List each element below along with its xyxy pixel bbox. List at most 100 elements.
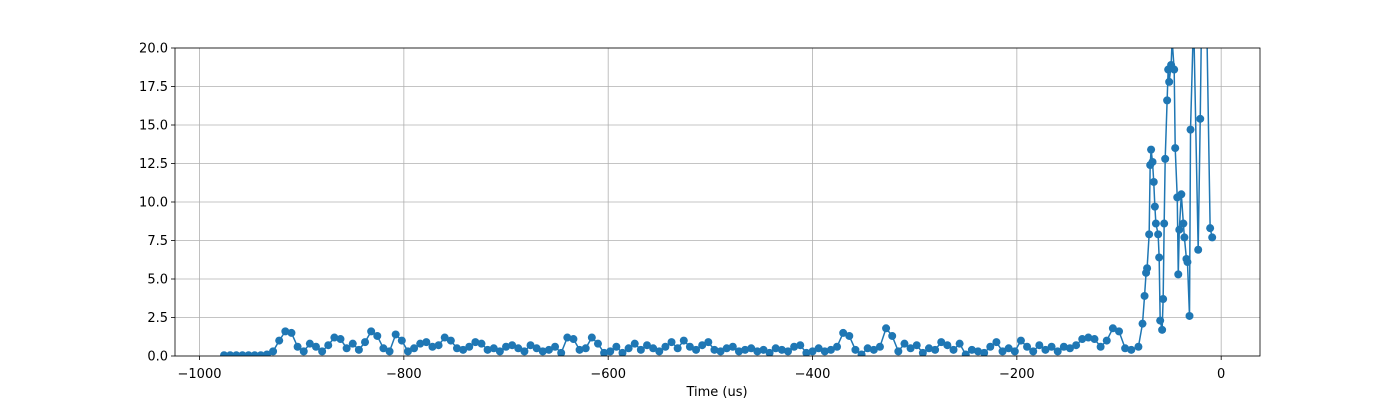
- data-point: [1183, 258, 1192, 267]
- data-point: [765, 348, 774, 356]
- data-point: [1029, 347, 1038, 356]
- data-point: [1115, 327, 1124, 336]
- data-point: [826, 345, 835, 354]
- y-tick-label: 2.5: [147, 311, 168, 326]
- data-point: [1108, 324, 1117, 333]
- data-point: [581, 344, 590, 353]
- data-point: [1004, 344, 1013, 353]
- data-point: [1151, 219, 1160, 228]
- data-point: [471, 338, 480, 347]
- data-point: [741, 345, 750, 354]
- data-point: [790, 342, 799, 351]
- y-tick-label: 20.0: [139, 42, 168, 57]
- data-point: [428, 342, 437, 351]
- data-point: [489, 344, 498, 353]
- data-point: [808, 347, 817, 356]
- data-point: [839, 328, 848, 337]
- data-point: [863, 344, 872, 353]
- y-tick-label: 10.0: [139, 196, 168, 211]
- data-point: [955, 339, 964, 348]
- data-point: [851, 345, 860, 354]
- y-tick-label: 15.0: [139, 119, 168, 134]
- data-point: [814, 344, 823, 353]
- x-tick-label: 0: [1217, 367, 1225, 382]
- data-point: [906, 344, 915, 353]
- data-point: [1102, 336, 1111, 345]
- data-point: [857, 350, 866, 356]
- data-point: [434, 341, 443, 350]
- data-point: [1047, 342, 1056, 351]
- data-point: [446, 336, 455, 345]
- data-point: [422, 338, 431, 347]
- data-point: [397, 336, 406, 345]
- data-point: [1010, 347, 1019, 356]
- data-point: [1138, 319, 1147, 328]
- data-point: [232, 351, 241, 356]
- data-point: [673, 344, 682, 353]
- data-point: [563, 333, 572, 342]
- data-point: [753, 347, 762, 356]
- data-point: [587, 333, 596, 342]
- data-point: [238, 351, 247, 356]
- data-point: [1059, 342, 1068, 351]
- data-point: [538, 347, 547, 356]
- data-point: [220, 351, 229, 356]
- data-point: [465, 342, 474, 351]
- data-point: [869, 345, 878, 354]
- data-point: [526, 341, 535, 350]
- data-point: [269, 347, 278, 356]
- data-point: [1134, 342, 1143, 351]
- data-point: [256, 351, 265, 356]
- data-point: [1206, 224, 1215, 233]
- data-point: [557, 348, 566, 356]
- data-point: [937, 338, 946, 347]
- data-point: [1023, 342, 1032, 351]
- data-point: [759, 345, 768, 354]
- data-point: [281, 327, 290, 336]
- data-point: [593, 339, 602, 348]
- y-tick-label: 0.0: [147, 350, 168, 365]
- data-point: [1121, 344, 1130, 353]
- data-point: [373, 331, 382, 340]
- x-tick-label: −800: [386, 367, 422, 382]
- data-point: [643, 341, 652, 350]
- data-point: [661, 342, 670, 351]
- data-point: [833, 342, 842, 351]
- data-point: [698, 341, 707, 350]
- data-point: [912, 341, 921, 350]
- data-point: [508, 341, 517, 350]
- data-point: [943, 341, 952, 350]
- data-point: [894, 347, 903, 356]
- data-point: [618, 348, 627, 356]
- data-point: [882, 324, 891, 333]
- data-point: [1072, 341, 1081, 350]
- data-point: [226, 351, 235, 356]
- data-point: [385, 347, 394, 356]
- data-point: [1143, 264, 1152, 273]
- data-point: [655, 347, 664, 356]
- data-point: [367, 327, 376, 336]
- data-point: [318, 347, 327, 356]
- data-point: [802, 348, 811, 356]
- x-tick-label: −1000: [178, 367, 222, 382]
- data-point: [722, 344, 731, 353]
- data-point: [667, 338, 676, 347]
- data-point: [483, 345, 492, 354]
- data-point: [391, 330, 400, 339]
- data-point: [796, 341, 805, 350]
- data-point: [845, 331, 854, 340]
- data-point: [1158, 325, 1167, 334]
- data-point: [495, 347, 504, 356]
- data-point: [692, 345, 701, 354]
- data-point: [1090, 335, 1099, 344]
- data-point: [1171, 144, 1180, 153]
- data-point: [311, 342, 320, 351]
- y-tick-label: 5.0: [147, 273, 168, 288]
- data-point: [636, 345, 645, 354]
- data-point: [1186, 125, 1195, 134]
- y-tick-label: 17.5: [139, 80, 168, 95]
- data-point: [1180, 233, 1189, 242]
- data-point: [1041, 345, 1050, 354]
- y-tick-label: 12.5: [139, 157, 168, 172]
- data-point: [1147, 145, 1156, 154]
